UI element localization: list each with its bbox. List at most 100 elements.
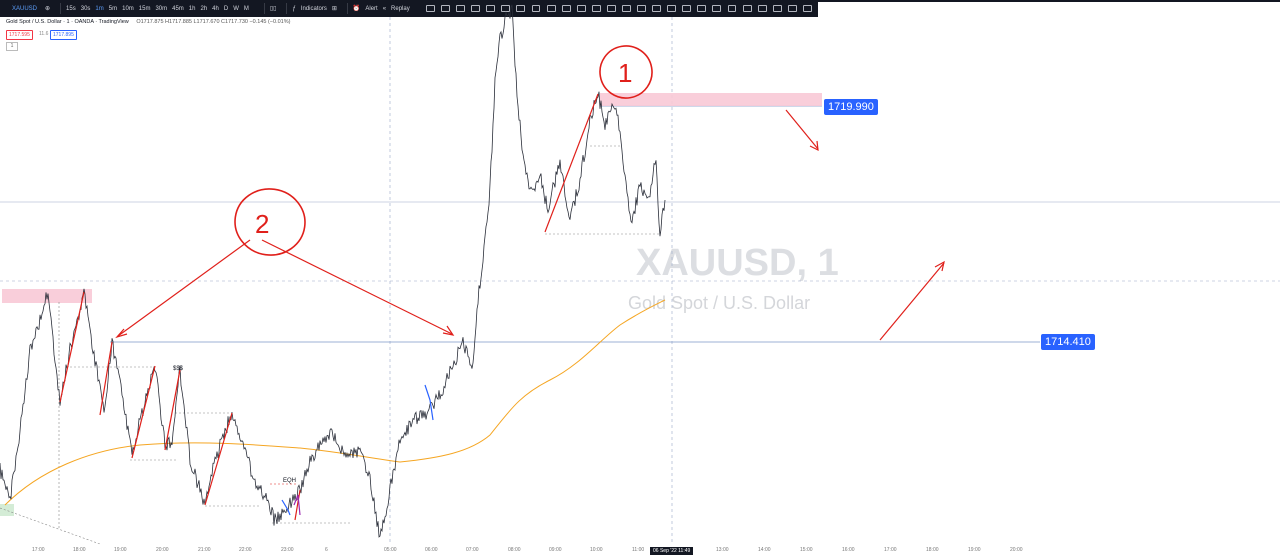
divider xyxy=(263,3,265,14)
drawing-tool-icon[interactable] xyxy=(667,5,677,12)
time-tick: 17:00 xyxy=(884,547,897,553)
timeframe-D[interactable]: D xyxy=(223,5,229,12)
timeframe-group: 15s 30s 1m 5m 10m 15m 30m 45m 1h 2h 4h D W M xyxy=(66,6,254,12)
drawing-tool-icon[interactable] xyxy=(591,5,601,12)
drawing-tool-icon[interactable] xyxy=(787,5,797,12)
drawing-tool-icon[interactable] xyxy=(727,5,737,12)
blue-drawings xyxy=(281,384,434,516)
layout-icon[interactable]: ⊞ xyxy=(331,6,337,12)
alert-button[interactable]: Alert xyxy=(365,5,378,12)
drawing-tool-icon[interactable] xyxy=(637,5,646,12)
drawing-tool-icon[interactable] xyxy=(682,5,692,12)
time-tick: 06:00 xyxy=(425,547,438,553)
replay-button[interactable]: Replay xyxy=(391,5,410,12)
timeframe-2h[interactable]: 2h xyxy=(200,5,208,12)
structure-lines xyxy=(0,145,660,545)
time-tick: 15:00 xyxy=(800,547,813,553)
drawing-tool-icon[interactable] xyxy=(516,5,526,12)
time-tick: 18:00 xyxy=(73,547,86,553)
chart-legend: Gold Spot / U.S. Dollar · 1 · OANDA · Tr… xyxy=(6,19,290,25)
drawing-tool-icon[interactable] xyxy=(652,5,662,12)
time-tick: 23:00 xyxy=(281,547,294,553)
buy-price-box[interactable]: 1717.895 xyxy=(50,30,77,40)
timeframe-1m[interactable]: 1m xyxy=(95,5,104,12)
drawing-tool-icon[interactable] xyxy=(486,5,496,12)
purple-drawing xyxy=(293,494,301,516)
watermark-symbol: XAUUSD, 1 xyxy=(636,242,839,284)
time-tick: 21:00 xyxy=(198,547,211,553)
add-symbol-icon[interactable]: ⊕ xyxy=(45,6,51,12)
drawing-tool-icon[interactable] xyxy=(456,5,466,12)
alert-icon[interactable]: ⏰ xyxy=(352,6,361,12)
circle-annotation-2 xyxy=(234,188,306,256)
divider xyxy=(60,3,62,14)
toolbar-strip xyxy=(818,0,1280,2)
moving-average-line xyxy=(4,299,666,506)
timeframe-10m[interactable]: 10m xyxy=(122,5,134,12)
drawing-tool-icon[interactable] xyxy=(712,5,722,12)
timeframe-15s[interactable]: 15s xyxy=(66,5,76,12)
time-tick: 16:00 xyxy=(842,547,855,553)
drawing-toolbar xyxy=(418,0,818,17)
timeframe-W[interactable]: W xyxy=(233,5,239,12)
circle-annotation-1 xyxy=(599,45,653,99)
time-tick: 07:00 xyxy=(466,547,479,553)
drawing-tool-icon[interactable] xyxy=(757,5,767,12)
time-tick: 20:00 xyxy=(156,547,169,553)
eqh-label: EQH xyxy=(283,478,296,484)
timeframe-1h[interactable]: 1h xyxy=(188,5,196,12)
collapse-legend-button[interactable]: 1 xyxy=(6,42,18,51)
legend-title: Gold Spot / U.S. Dollar · 1 · OANDA · Tr… xyxy=(6,19,129,25)
indicators-button[interactable]: Indicators xyxy=(300,5,327,12)
drawing-tool-icon[interactable] xyxy=(561,5,571,12)
drawing-tool-icon[interactable] xyxy=(501,5,511,12)
drawing-tool-icon[interactable] xyxy=(697,5,707,12)
drawing-tool-icon[interactable] xyxy=(622,5,631,12)
sell-price-box[interactable]: 1717.595 xyxy=(6,30,33,40)
drawing-tool-icon[interactable] xyxy=(802,5,812,12)
demand-zone xyxy=(0,504,14,516)
divider xyxy=(346,3,348,14)
supply-zone-upper xyxy=(600,93,822,106)
timeframe-30m[interactable]: 30m xyxy=(155,5,168,12)
time-tick: 05:00 xyxy=(384,547,397,553)
time-tick: 09:00 xyxy=(549,547,562,553)
replay-icon[interactable]: « xyxy=(382,5,387,12)
arrows xyxy=(115,109,945,341)
time-tick: 14:00 xyxy=(758,547,771,553)
timeframe-M[interactable]: M xyxy=(243,5,249,12)
time-axis: 06 Sep '22 11:49 17:00 18:00 19:00 20:00 21:… xyxy=(0,544,1280,555)
legend-ohlc: O1717.875 H1717.885 L1717.670 C1717.730 … xyxy=(136,19,291,25)
drawing-tool-icon[interactable] xyxy=(441,5,450,12)
indicators-icon[interactable]: ƒ xyxy=(292,5,296,12)
symbol-search[interactable]: XAUUSD xyxy=(12,5,38,12)
timeframe-30s[interactable]: 30s xyxy=(80,5,91,12)
drawing-tool-icon[interactable] xyxy=(606,5,616,12)
drawing-tool-icon[interactable] xyxy=(772,5,782,12)
drawing-tool-icon[interactable] xyxy=(546,5,556,12)
price-label-lower[interactable]: 1714.410 xyxy=(1041,334,1095,350)
timeframe-45m[interactable]: 45m xyxy=(172,5,184,12)
time-tick: 19:00 xyxy=(114,547,127,553)
timeframe-5m[interactable]: 5m xyxy=(108,5,118,12)
time-tick: 18:00 xyxy=(926,547,939,553)
drawing-tool-icon[interactable] xyxy=(576,5,586,12)
chart-type-icon[interactable]: ▯▯ xyxy=(269,6,277,12)
annotation-1-text: 1 xyxy=(618,58,632,88)
time-tick: 17:00 xyxy=(32,547,45,553)
current-time-label: 06 Sep '22 11:49 xyxy=(650,547,694,555)
time-tick: 13:00 xyxy=(716,547,729,553)
drawing-tool-icon[interactable] xyxy=(742,5,752,12)
time-tick: 6 xyxy=(325,547,328,553)
price-series xyxy=(0,4,666,538)
spread-value: 11.6 xyxy=(39,31,49,37)
drawing-tool-icon[interactable] xyxy=(531,5,541,12)
price-label-upper[interactable]: 1719.990 xyxy=(824,99,878,115)
time-tick: 20:00 xyxy=(1010,547,1023,553)
timeframe-15m[interactable]: 15m xyxy=(138,5,151,12)
red-drawings xyxy=(59,93,599,521)
timeframe-4h[interactable]: 4h xyxy=(212,5,219,12)
drawing-tool-icon[interactable] xyxy=(426,5,435,12)
drawing-tool-icon[interactable] xyxy=(471,5,481,12)
